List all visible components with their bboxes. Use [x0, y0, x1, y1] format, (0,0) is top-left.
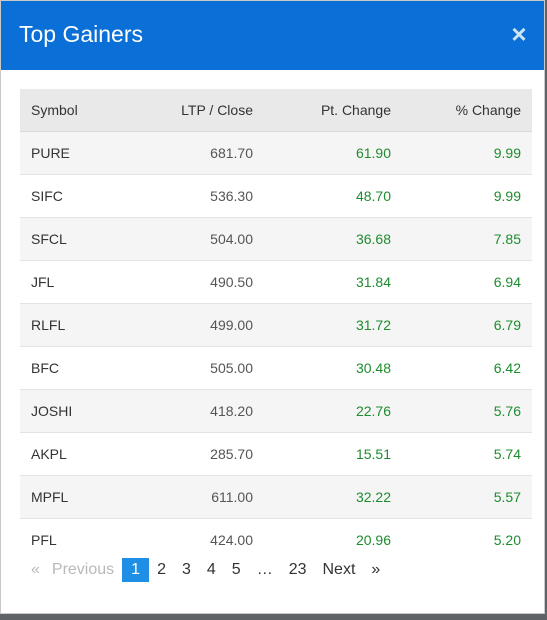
- cell-symbol[interactable]: BFC: [20, 345, 130, 389]
- header-pt-change: Pt. Change: [264, 89, 402, 132]
- cell-pct-change: 5.76: [402, 388, 532, 432]
- previous-button: Previous: [51, 561, 115, 578]
- table-row[interactable]: JFL 490.50 31.84 6.94: [20, 259, 532, 303]
- table-row[interactable]: BFC 505.00 30.48 6.42: [20, 345, 532, 389]
- table-row[interactable]: JOSHI 418.20 22.76 5.76: [20, 388, 532, 432]
- cell-ltp: 611.00: [130, 474, 264, 518]
- cell-symbol[interactable]: MPFL: [20, 474, 130, 518]
- next-button[interactable]: Next: [322, 561, 356, 578]
- cell-symbol[interactable]: JFL: [20, 259, 130, 303]
- cell-pt-change: 48.70: [264, 173, 402, 217]
- header-pct-change: % Change: [402, 89, 532, 132]
- cell-symbol[interactable]: SFCL: [20, 216, 130, 260]
- cell-ltp: 681.70: [130, 130, 264, 174]
- cell-ltp: 418.20: [130, 388, 264, 432]
- cell-ltp: 536.30: [130, 173, 264, 217]
- table-body: PURE 681.70 61.90 9.99 SIFC 536.30 48.70 9.99 SF…: [20, 130, 532, 561]
- table-row[interactable]: AKPL 285.70 15.51 5.74: [20, 431, 532, 475]
- gainers-table-container: Symbol LTP / Close Pt. Change % Change P…: [20, 89, 532, 561]
- cell-pt-change: 61.90: [264, 130, 402, 174]
- page-button-3[interactable]: 3: [181, 561, 191, 578]
- modal-header: Top Gainers ×: [1, 1, 544, 70]
- cell-ltp: 285.70: [130, 431, 264, 475]
- cell-pt-change: 31.84: [264, 259, 402, 303]
- cell-pt-change: 15.51: [264, 431, 402, 475]
- page-button-23[interactable]: 23: [288, 561, 307, 578]
- cell-ltp: 490.50: [130, 259, 264, 303]
- table-row[interactable]: SFCL 504.00 36.68 7.85: [20, 216, 532, 260]
- cell-ltp: 504.00: [130, 216, 264, 260]
- header-symbol: Symbol: [20, 89, 130, 132]
- cell-pt-change: 31.72: [264, 302, 402, 346]
- gainers-table: Symbol LTP / Close Pt. Change % Change P…: [20, 89, 532, 561]
- cell-pct-change: 5.74: [402, 431, 532, 475]
- page-button-1[interactable]: 1: [122, 558, 150, 582]
- table-header-row: Symbol LTP / Close Pt. Change % Change: [20, 89, 532, 132]
- page-button-2[interactable]: 2: [157, 561, 166, 578]
- cell-pt-change: 36.68: [264, 216, 402, 260]
- cell-symbol[interactable]: JOSHI: [20, 388, 130, 432]
- cell-pt-change: 32.22: [264, 474, 402, 518]
- next-arrow-icon[interactable]: »: [371, 561, 381, 578]
- table-row[interactable]: MPFL 611.00 32.22 5.57: [20, 474, 532, 518]
- cell-pct-change: 9.99: [402, 130, 532, 174]
- table-row[interactable]: PURE 681.70 61.90 9.99: [20, 130, 532, 174]
- cell-symbol[interactable]: AKPL: [20, 431, 130, 475]
- page-button-5[interactable]: 5: [231, 561, 241, 578]
- cell-pct-change: 6.94: [402, 259, 532, 303]
- pagination-ellipsis: …: [256, 561, 273, 578]
- close-icon[interactable]: ×: [511, 19, 527, 49]
- header-ltp: LTP / Close: [130, 89, 264, 132]
- table-row[interactable]: RLFL 499.00 31.72 6.79: [20, 302, 532, 346]
- modal-title: Top Gainers: [19, 21, 144, 47]
- pagination: « Previous 1 2 3 4 5 … 23 Next »: [23, 558, 388, 582]
- cell-pt-change: 22.76: [264, 388, 402, 432]
- page-button-4[interactable]: 4: [206, 561, 216, 578]
- cell-pct-change: 5.57: [402, 474, 532, 518]
- table-row[interactable]: PFL 424.00 20.96 5.20: [20, 517, 532, 561]
- prev-arrow-icon: «: [31, 561, 40, 578]
- cell-symbol[interactable]: PURE: [20, 130, 130, 174]
- cell-pct-change: 5.20: [402, 517, 532, 561]
- cell-pct-change: 9.99: [402, 173, 532, 217]
- cell-pt-change: 20.96: [264, 517, 402, 561]
- cell-ltp: 499.00: [130, 302, 264, 346]
- cell-pct-change: 6.42: [402, 345, 532, 389]
- cell-symbol[interactable]: SIFC: [20, 173, 130, 217]
- cell-ltp: 424.00: [130, 517, 264, 561]
- cell-ltp: 505.00: [130, 345, 264, 389]
- cell-pt-change: 30.48: [264, 345, 402, 389]
- cell-symbol[interactable]: PFL: [20, 517, 130, 561]
- table-row[interactable]: SIFC 536.30 48.70 9.99: [20, 173, 532, 217]
- cell-pct-change: 7.85: [402, 216, 532, 260]
- cell-symbol[interactable]: RLFL: [20, 302, 130, 346]
- cell-pct-change: 6.79: [402, 302, 532, 346]
